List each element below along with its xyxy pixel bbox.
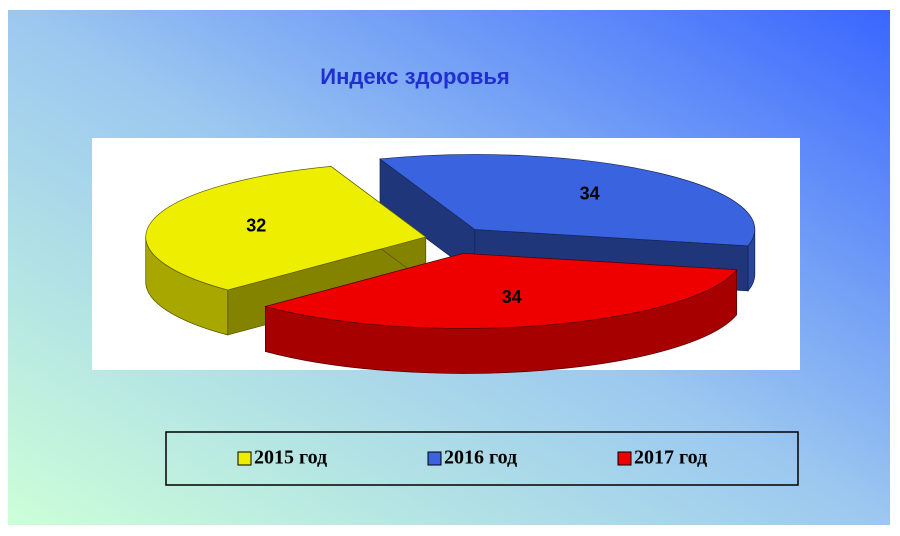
chart-title: Индекс здоровья [320, 64, 509, 89]
slice-top [264, 253, 738, 329]
slice [379, 154, 756, 292]
legend-label: 2015 год [254, 447, 327, 469]
legend-swatch [617, 451, 632, 466]
legend-label: 2016 год [444, 447, 517, 469]
legend-box [165, 431, 799, 486]
legend-swatch [237, 451, 252, 466]
legend: 2015 год 2016 год 2017 год [237, 447, 707, 469]
data-label: 34 [502, 287, 522, 307]
slice [145, 165, 427, 336]
data-label: 32 [246, 216, 266, 236]
legend-swatch [427, 451, 442, 466]
legend-label: 2017 год [634, 447, 707, 469]
slice [264, 252, 738, 374]
pie: 34 32 34 [145, 154, 756, 374]
slice-top [145, 166, 427, 291]
slice-top [379, 154, 756, 247]
data-label: 34 [580, 183, 600, 203]
